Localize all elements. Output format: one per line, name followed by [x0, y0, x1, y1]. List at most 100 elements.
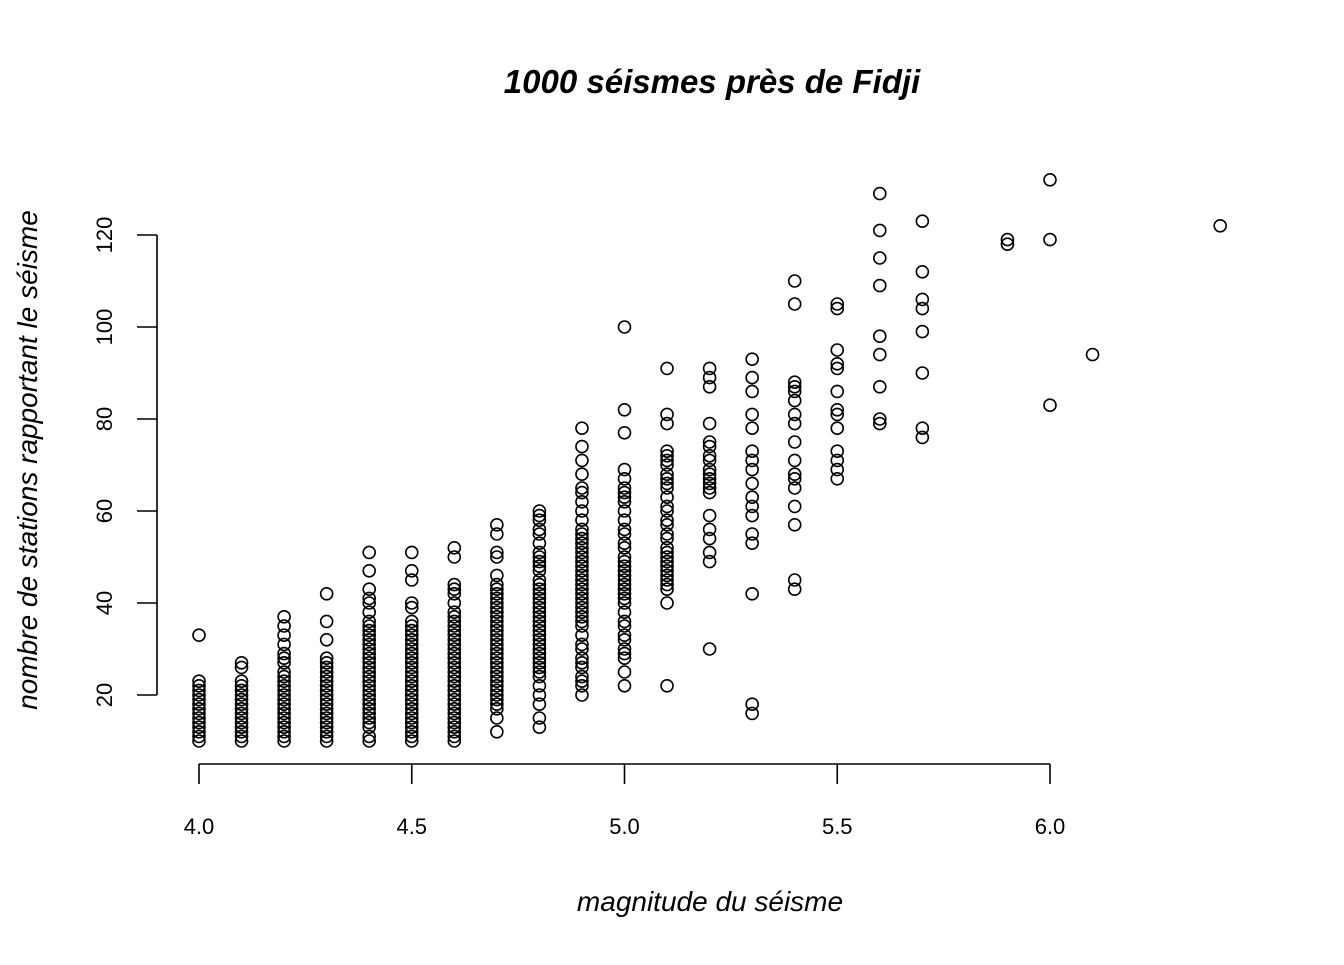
data-point: [745, 697, 759, 712]
data-point: [745, 453, 759, 468]
data-point: [404, 660, 419, 675]
data-point: [362, 734, 377, 748]
x-axis: 4.0 4.5 5.0 5.5 6.0: [184, 763, 1065, 839]
data-point: [277, 665, 291, 679]
data-point: [490, 550, 504, 564]
data-point: [745, 444, 759, 459]
data-point: [277, 711, 291, 725]
data-point: [319, 711, 334, 725]
data-point: [702, 379, 717, 394]
data-point: [234, 724, 249, 739]
data-point: [362, 623, 377, 638]
data-point: [277, 609, 291, 624]
data-point: [575, 628, 589, 643]
data-point: [575, 513, 589, 528]
data-point: [745, 476, 759, 491]
data-point: [575, 582, 589, 597]
data-point: [745, 490, 759, 505]
data-point: [660, 476, 674, 491]
data-point: [447, 729, 462, 744]
data-point: [362, 582, 377, 597]
data-point: [660, 540, 674, 555]
data-point: [1085, 347, 1100, 362]
data-point: [447, 692, 462, 707]
data-point: [702, 435, 717, 449]
data-point: [532, 527, 547, 541]
data-point: [660, 596, 674, 610]
data-point: [575, 688, 589, 702]
data-point: [277, 720, 291, 735]
data-point: [362, 637, 377, 652]
data-point: [660, 545, 674, 560]
data-point: [490, 688, 504, 702]
data-point: [702, 485, 717, 500]
data-point: [532, 660, 547, 675]
data-point: [404, 596, 419, 610]
data-point: [277, 734, 291, 748]
data-point: [575, 550, 589, 564]
data-point: [490, 678, 504, 693]
data-point: [617, 632, 632, 647]
data-point: [915, 264, 930, 279]
data-point: [404, 683, 419, 698]
data-point: [575, 559, 589, 574]
data-point: [702, 476, 717, 491]
data-point: [404, 724, 419, 739]
data-point: [532, 642, 547, 656]
data-point: [872, 329, 887, 344]
data-point: [532, 513, 547, 528]
data-point: [532, 559, 547, 574]
data-point: [447, 646, 462, 661]
data-point: [872, 412, 887, 426]
data-point: [192, 724, 206, 739]
data-point: [575, 485, 589, 500]
data-point: [575, 504, 589, 518]
data-point: [192, 628, 206, 643]
data-point: [575, 609, 589, 624]
data-point: [404, 632, 419, 647]
data-point: [319, 715, 334, 730]
data-point: [404, 628, 419, 643]
data-point: [277, 729, 291, 744]
data-point: [660, 513, 674, 528]
data-point: [404, 720, 419, 735]
y-tick-label: 120: [92, 217, 117, 254]
data-point: [702, 642, 717, 656]
data-point: [234, 678, 249, 693]
data-point: [319, 734, 334, 748]
data-point: [234, 720, 249, 735]
data-point: [575, 660, 589, 675]
data-point: [617, 494, 632, 509]
data-point: [575, 674, 589, 689]
data-point: [319, 697, 334, 712]
data-point: [532, 563, 547, 578]
data-point: [575, 527, 589, 541]
data-point: [404, 651, 419, 666]
data-point: [319, 688, 334, 702]
data-point: [787, 375, 802, 390]
data-point: [490, 692, 504, 707]
data-point: [830, 402, 845, 417]
data-point: [575, 655, 589, 670]
data-point: [617, 628, 632, 643]
data-point: [447, 720, 462, 735]
data-point: [575, 531, 589, 546]
data-point: [745, 586, 759, 601]
data-point: [660, 499, 674, 514]
data-point: [490, 701, 504, 716]
data-point: [575, 467, 589, 482]
data-point: [532, 619, 547, 633]
data-point: [660, 678, 674, 693]
data-point: [915, 366, 930, 380]
x-tick-label: 5.5: [822, 814, 853, 839]
data-point: [617, 425, 632, 440]
data-point: [234, 729, 249, 744]
data-point: [447, 577, 462, 592]
data-point: [575, 614, 589, 629]
data-point: [447, 586, 462, 601]
data-point: [575, 540, 589, 555]
data-point: [277, 651, 291, 666]
data-point: [234, 674, 249, 689]
data-point: [447, 697, 462, 712]
